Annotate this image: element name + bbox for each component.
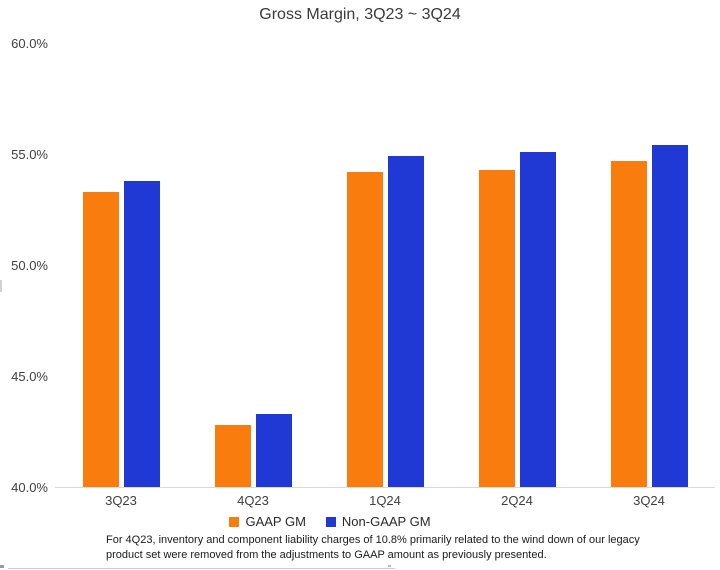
bar-gaap-gm-1q24: [346, 171, 383, 487]
chart-title: Gross Margin, 3Q23 ~ 3Q24: [259, 6, 461, 23]
screenshot-edge-artifact-line: [8, 568, 395, 569]
y-tick-label-40-0-: 40.0%: [11, 479, 48, 495]
bar-gaap-gm-2q24: [478, 169, 515, 487]
clipped-y-axis-title-fragment: [0, 280, 2, 292]
bar-gaap-gm-4q23: [214, 424, 251, 487]
legend-label-non-gaap-gm: Non-GAAP GM: [341, 514, 431, 529]
y-tick-label-60-0-: 60.0%: [11, 35, 48, 51]
footnote-line-1: For 4Q23, inventory and component liabil…: [106, 534, 640, 546]
bar-non-gaap-gm-3q23: [123, 180, 160, 487]
bar-non-gaap-gm-4q23: [255, 413, 292, 487]
x-label-3q24: 3Q24: [633, 493, 665, 508]
x-label-2q24: 2Q24: [501, 493, 533, 508]
bar-gaap-gm-3q23: [82, 191, 119, 487]
y-tick-label-55-0-: 55.0%: [11, 146, 48, 162]
screenshot-edge-artifact-dot: [388, 565, 391, 567]
bar-gaap-gm-3q24: [610, 160, 647, 487]
legend-item-non-gaap-gm: Non-GAAP GM: [325, 514, 431, 529]
legend-swatch-gaap-gm: [229, 516, 240, 527]
x-label-4q23: 4Q23: [237, 493, 269, 508]
bar-non-gaap-gm-2q24: [519, 151, 556, 487]
legend-swatch-non-gaap-gm: [325, 516, 336, 527]
x-axis-baseline: [55, 487, 715, 488]
chart-footnote: For 4Q23, inventory and component liabil…: [106, 533, 686, 563]
chart-legend: GAAP GM Non-GAAP GM: [0, 514, 660, 529]
x-label-1q24: 1Q24: [369, 493, 401, 508]
y-tick-label-45-0-: 45.0%: [11, 368, 48, 384]
footnote-line-2: product set were removed from the adjust…: [106, 549, 547, 561]
bar-non-gaap-gm-3q24: [651, 145, 688, 487]
x-label-3q23: 3Q23: [105, 493, 137, 508]
bar-non-gaap-gm-1q24: [387, 156, 424, 487]
legend-label-gaap-gm: GAAP GM: [245, 514, 306, 529]
screenshot-edge-artifact-dot: [0, 565, 4, 568]
legend-item-gaap-gm: GAAP GM: [229, 514, 306, 529]
y-tick-label-50-0-: 50.0%: [11, 257, 48, 273]
